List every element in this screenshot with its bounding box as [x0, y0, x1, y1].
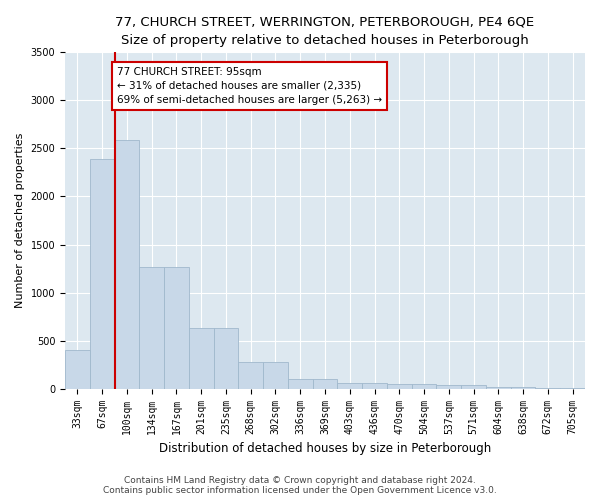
Bar	[115, 140, 139, 388]
Bar	[238, 362, 263, 388]
Bar	[288, 379, 313, 388]
Bar	[65, 350, 90, 389]
Bar	[189, 328, 214, 388]
Bar	[139, 267, 164, 388]
Bar	[387, 384, 412, 388]
Bar	[461, 385, 486, 388]
Bar	[263, 362, 288, 388]
Text: Contains HM Land Registry data © Crown copyright and database right 2024.
Contai: Contains HM Land Registry data © Crown c…	[103, 476, 497, 495]
Bar	[90, 159, 115, 388]
Bar	[362, 383, 387, 388]
Bar	[313, 379, 337, 388]
Bar	[164, 267, 189, 388]
Y-axis label: Number of detached properties: Number of detached properties	[15, 133, 25, 308]
Bar	[337, 383, 362, 388]
X-axis label: Distribution of detached houses by size in Peterborough: Distribution of detached houses by size …	[159, 442, 491, 455]
Text: 77 CHURCH STREET: 95sqm
← 31% of detached houses are smaller (2,335)
69% of semi: 77 CHURCH STREET: 95sqm ← 31% of detache…	[117, 66, 382, 104]
Bar	[436, 385, 461, 388]
Title: 77, CHURCH STREET, WERRINGTON, PETERBOROUGH, PE4 6QE
Size of property relative t: 77, CHURCH STREET, WERRINGTON, PETERBORO…	[115, 15, 535, 47]
Bar	[412, 384, 436, 388]
Bar	[214, 328, 238, 388]
